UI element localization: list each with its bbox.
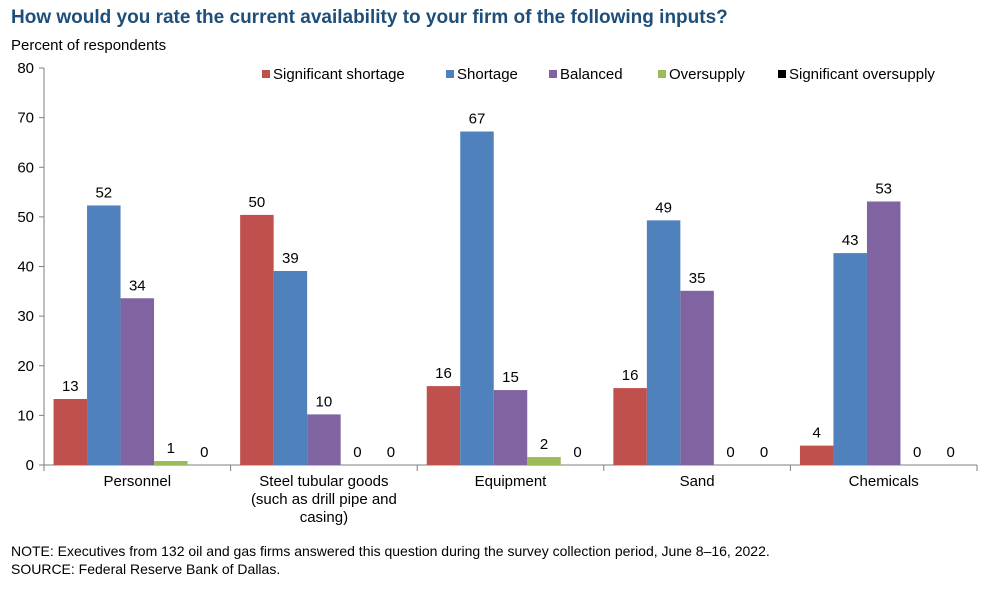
data-label: 0	[947, 444, 955, 461]
y-tick-label: 60	[17, 159, 34, 176]
bar-balanced	[120, 298, 155, 465]
data-label: 0	[573, 444, 581, 461]
bar-balanced	[307, 414, 341, 465]
data-label: 35	[689, 270, 706, 287]
data-label: 0	[726, 444, 734, 461]
bar-shortage	[646, 220, 681, 465]
data-label: 0	[913, 444, 921, 461]
x-category-label: Steel tubular goods	[259, 473, 388, 490]
legend-label: Significant oversupply	[789, 66, 935, 83]
bar-shortage	[273, 270, 308, 465]
bar-balanced	[493, 390, 528, 465]
bar-significant-shortage	[53, 398, 88, 465]
data-label: 49	[655, 199, 672, 216]
legend-swatch	[446, 70, 454, 78]
legend-label: Oversupply	[669, 66, 745, 83]
bar-oversupply	[154, 461, 188, 465]
legend-swatch	[658, 70, 666, 78]
x-category-label: Sand	[680, 473, 715, 490]
y-tick-label: 70	[17, 110, 34, 127]
data-label: 1	[167, 440, 175, 457]
data-label: 13	[62, 378, 79, 395]
legend-swatch	[778, 70, 786, 78]
data-label: 52	[95, 184, 112, 201]
note-text: NOTE: Executives from 132 oil and gas fi…	[11, 543, 770, 559]
data-label: 16	[435, 365, 452, 382]
y-tick-label: 50	[17, 209, 34, 226]
data-label: 67	[469, 111, 486, 128]
bar-balanced	[866, 201, 901, 465]
x-category-label: Equipment	[475, 473, 548, 490]
bar-significant-shortage	[240, 214, 274, 465]
chart-title: How would you rate the current availabil…	[11, 7, 728, 28]
legend-label: Shortage	[457, 66, 518, 83]
data-label: 50	[249, 194, 266, 211]
bar-shortage	[460, 131, 494, 465]
legend-label: Balanced	[560, 66, 623, 83]
x-category-label: Personnel	[104, 473, 172, 490]
y-tick-label: 20	[17, 358, 34, 375]
source-text: SOURCE: Federal Reserve Bank of Dallas.	[11, 561, 281, 577]
bar-shortage	[87, 205, 121, 465]
y-tick-label: 10	[17, 407, 34, 424]
y-tick-label: 80	[17, 60, 34, 77]
legend-swatch	[262, 70, 270, 78]
data-label: 0	[760, 444, 768, 461]
data-label: 0	[387, 444, 395, 461]
data-label: 0	[200, 444, 208, 461]
y-tick-label: 30	[17, 308, 34, 325]
footnotes: NOTE: Executives from 132 oil and gas fi…	[11, 542, 770, 578]
bar-oversupply	[527, 457, 561, 465]
data-label: 43	[842, 232, 859, 249]
bar-balanced	[680, 290, 714, 465]
bar-significant-shortage	[613, 388, 647, 465]
x-category-label: Chemicals	[849, 473, 919, 490]
data-label: 39	[282, 250, 299, 267]
data-label: 0	[353, 444, 361, 461]
data-label: 16	[622, 367, 639, 384]
data-label: 15	[502, 369, 519, 386]
data-label: 2	[540, 436, 548, 453]
data-label: 53	[875, 180, 892, 197]
legend-label: Significant shortage	[273, 66, 405, 83]
y-tick-label: 40	[17, 259, 34, 276]
y-axis-label: Percent of respondents	[11, 37, 167, 54]
x-category-label: casing)	[300, 509, 348, 526]
y-tick-label: 0	[26, 457, 34, 474]
data-label: 10	[316, 393, 333, 410]
data-label: 34	[129, 277, 146, 294]
bar-significant-shortage	[799, 445, 834, 465]
x-category-label: (such as drill pipe and	[251, 491, 397, 508]
bar-shortage	[833, 253, 867, 465]
legend-swatch	[549, 70, 557, 78]
bar-significant-shortage	[426, 386, 461, 465]
data-label: 4	[813, 425, 821, 442]
